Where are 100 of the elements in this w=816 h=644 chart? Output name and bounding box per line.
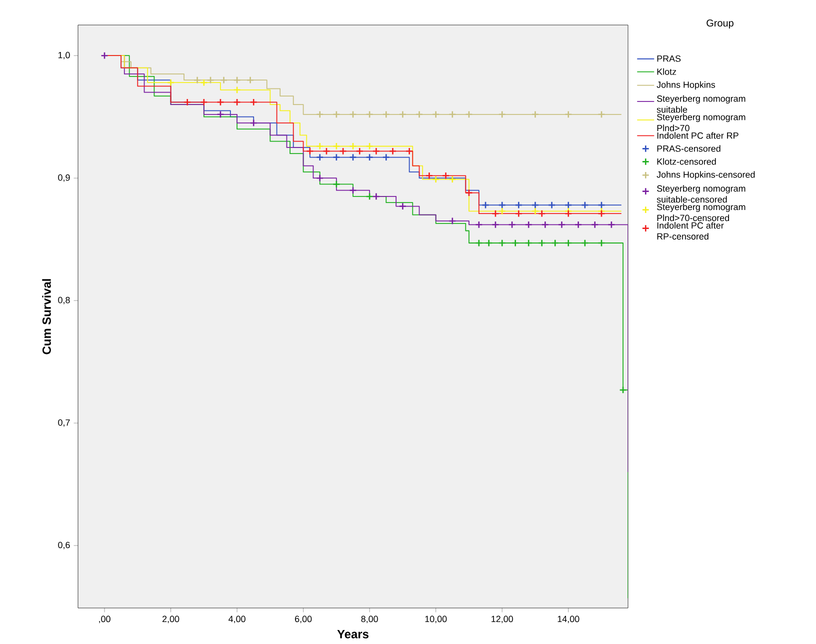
point	[350, 187, 356, 194]
point	[532, 111, 538, 118]
y-tick-label: 0,8	[58, 296, 70, 304]
point	[508, 221, 516, 228]
point	[217, 98, 224, 106]
point	[366, 154, 373, 160]
legend-label: PRAS	[657, 55, 681, 62]
point	[492, 221, 499, 228]
y-tick-label: 0,7	[58, 419, 70, 427]
point	[432, 176, 440, 183]
point	[316, 143, 324, 150]
point	[366, 143, 373, 150]
point	[250, 98, 257, 106]
point	[515, 210, 522, 217]
point	[532, 208, 538, 214]
x-tick-label: 14,00	[558, 616, 580, 624]
point	[220, 76, 227, 84]
x-axis-title: Years	[337, 630, 368, 638]
point	[207, 76, 214, 84]
point	[432, 111, 440, 118]
point	[449, 176, 456, 183]
point	[400, 111, 406, 118]
point	[184, 98, 191, 106]
x-tick-label: 8,00	[361, 616, 378, 624]
point	[565, 111, 572, 118]
y-tick-label: 0,6	[58, 542, 70, 550]
point	[333, 143, 340, 150]
y-tick-label: 0,9	[58, 174, 70, 182]
legend-label: Steyerberg nomogram Plnd>70	[656, 114, 746, 132]
legend-label: Steyerberg nomogram Plnd>70-censored	[656, 204, 746, 222]
point	[406, 148, 413, 154]
point	[608, 221, 615, 228]
legend-label: Klotz	[657, 68, 676, 75]
point	[333, 154, 340, 160]
point	[486, 240, 492, 246]
legend-label: Johns Hopkins-censored	[656, 171, 755, 180]
point	[492, 210, 499, 217]
point	[416, 111, 422, 118]
point	[247, 76, 254, 84]
point	[350, 143, 356, 150]
point	[382, 154, 390, 160]
x-tick-label: 6,00	[295, 616, 312, 624]
point	[400, 203, 406, 210]
point	[442, 172, 449, 179]
point	[548, 202, 555, 208]
point	[340, 148, 346, 154]
point	[200, 98, 208, 106]
point	[234, 76, 240, 84]
point	[476, 221, 482, 228]
legend-label: Indolent PC after RP-censored	[657, 222, 724, 240]
point	[194, 76, 200, 84]
legend-label: PRAS-censored	[657, 145, 720, 152]
point	[498, 208, 506, 214]
point	[373, 193, 380, 200]
x-tick-label: ,00	[99, 616, 110, 624]
legend-title: Group	[706, 20, 734, 29]
legend-label: Johns Hopkins	[656, 81, 716, 90]
point	[426, 172, 432, 179]
point	[512, 240, 519, 246]
point	[498, 240, 506, 246]
point	[316, 174, 324, 182]
point	[515, 202, 522, 208]
point	[592, 221, 598, 228]
point	[390, 148, 396, 154]
point	[250, 120, 257, 126]
point	[552, 240, 558, 246]
y-axis-title: Cum Survival	[42, 279, 51, 354]
point	[542, 221, 548, 228]
point	[538, 210, 546, 217]
point	[382, 111, 390, 118]
point	[598, 210, 605, 217]
point	[373, 148, 380, 154]
point	[538, 240, 546, 246]
point	[466, 190, 472, 196]
legend-label: Indolent PC after RP	[657, 132, 738, 139]
point	[575, 221, 582, 228]
point	[316, 154, 324, 160]
point	[234, 98, 240, 106]
x-tick-label: 2,00	[162, 616, 180, 624]
point	[350, 154, 356, 160]
point	[565, 210, 572, 217]
point	[525, 240, 532, 246]
legend-label: Steyerberg nomogram suitable	[656, 95, 746, 113]
point	[565, 240, 572, 246]
x-tick-label: 10,00	[425, 616, 447, 624]
x-tick-label: 12,00	[492, 616, 513, 624]
point	[565, 202, 572, 208]
point	[168, 79, 174, 86]
y-tick-label: 1,0	[58, 52, 70, 60]
legend-label: Steyerberg nomogram suitable-censored	[656, 185, 746, 203]
point	[101, 52, 108, 59]
legend-label: Klotz-censored	[657, 158, 716, 165]
x-tick-label: 4,00	[228, 616, 246, 624]
point	[333, 181, 340, 188]
point	[323, 148, 330, 154]
point	[498, 111, 506, 118]
point	[356, 148, 363, 154]
point	[558, 221, 565, 228]
point	[316, 111, 324, 118]
point	[498, 202, 506, 208]
